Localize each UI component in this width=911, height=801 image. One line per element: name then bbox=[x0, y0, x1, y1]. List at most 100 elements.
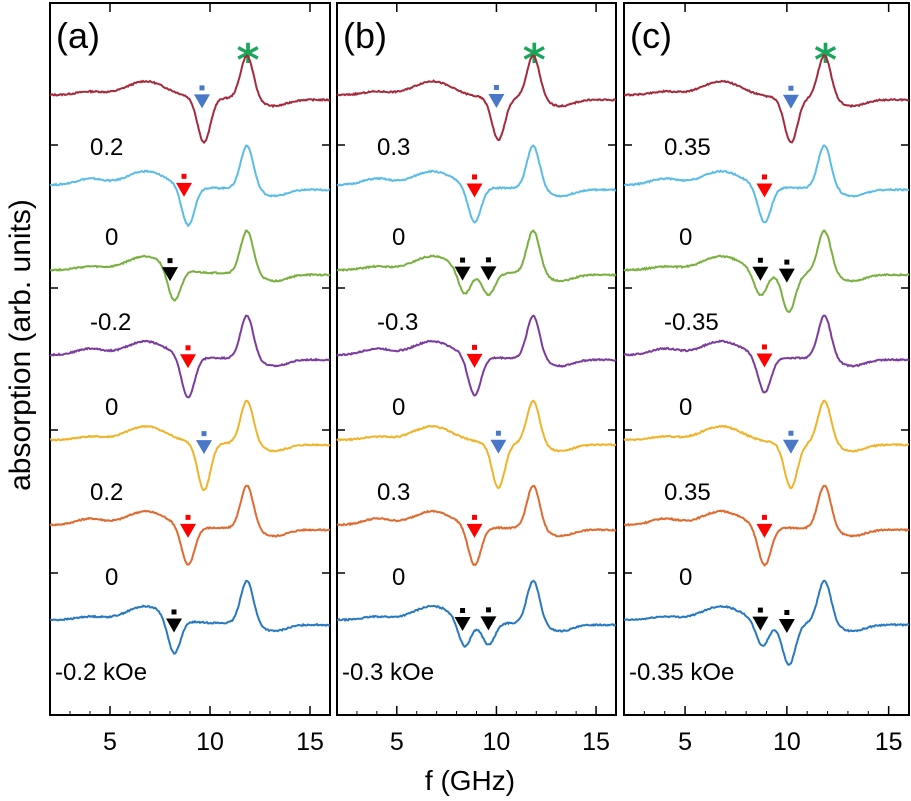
field-label: 0.35 bbox=[664, 479, 711, 506]
blue-triangle-marker bbox=[490, 439, 507, 454]
black-triangle-marker bbox=[778, 268, 795, 283]
red-triangle-marker bbox=[756, 353, 773, 368]
x-tick-label: 15 bbox=[875, 728, 903, 756]
spectrum-line bbox=[49, 580, 331, 655]
field-label: 0.2 bbox=[90, 134, 123, 161]
black-marker-dot bbox=[485, 257, 491, 263]
red-marker-dot bbox=[472, 174, 478, 180]
spectrum-line bbox=[336, 399, 617, 490]
spectrum-line bbox=[623, 399, 909, 490]
blue-marker-dot bbox=[199, 85, 205, 91]
panel-label: (b) bbox=[343, 15, 387, 56]
red-triangle-marker bbox=[180, 354, 196, 369]
field-label: 0 bbox=[392, 224, 405, 251]
panel-label: (a) bbox=[56, 15, 100, 56]
black-triangle-marker bbox=[778, 618, 795, 633]
spectrum-line bbox=[336, 54, 617, 142]
spectrum-line bbox=[49, 399, 331, 492]
red-marker-dot bbox=[185, 345, 191, 351]
black-triangle-marker bbox=[166, 618, 182, 633]
black-triangle-marker bbox=[162, 267, 178, 282]
spectrum-line bbox=[336, 229, 617, 297]
spectrum-line bbox=[336, 579, 617, 648]
spectrum-line bbox=[623, 314, 910, 394]
spectrum-line bbox=[49, 314, 330, 399]
black-triangle-marker bbox=[454, 616, 471, 631]
x-tick-label: 10 bbox=[483, 728, 511, 756]
red-marker-dot bbox=[761, 344, 767, 350]
blue-marker-dot bbox=[788, 85, 794, 91]
field-label: -0.35 bbox=[664, 309, 719, 336]
field-label: 0.2 bbox=[90, 479, 123, 506]
field-label: 0 bbox=[105, 394, 118, 421]
field-label: 0 bbox=[105, 564, 118, 591]
field-label: 0 bbox=[679, 394, 692, 421]
spectrum-line bbox=[336, 144, 617, 224]
blue-triangle-marker bbox=[488, 93, 505, 108]
panel-a: 5 10 15(a) *0.20-0.200.20-0.2 kOe bbox=[49, 2, 331, 756]
field-label: 0 bbox=[392, 564, 405, 591]
field-label: 0 bbox=[679, 224, 692, 251]
x-tick-label: 10 bbox=[196, 728, 224, 756]
red-triangle-marker bbox=[756, 183, 773, 198]
blue-marker-dot bbox=[201, 431, 207, 437]
red-triangle-marker bbox=[176, 182, 192, 197]
red-triangle-marker bbox=[180, 523, 196, 538]
red-marker-dot bbox=[472, 514, 478, 520]
red-triangle-marker bbox=[756, 523, 773, 538]
field-label: 0 bbox=[392, 394, 405, 421]
blue-triangle-marker bbox=[782, 439, 799, 454]
field-label: -0.2 bbox=[90, 309, 131, 336]
spectrum-line bbox=[49, 54, 331, 145]
red-marker-dot bbox=[761, 514, 767, 520]
black-triangle-marker bbox=[454, 266, 471, 281]
black-marker-dot bbox=[167, 258, 173, 264]
spectrum-line bbox=[50, 229, 331, 302]
black-triangle-marker bbox=[752, 616, 769, 631]
field-label: 0.35 bbox=[664, 134, 711, 161]
black-triangle-marker bbox=[480, 616, 497, 631]
y-axis-label: absorption (arb. units) bbox=[4, 199, 37, 491]
red-triangle-marker bbox=[466, 353, 483, 368]
field-label: -0.35 kOe bbox=[629, 659, 734, 686]
black-marker-dot bbox=[784, 609, 790, 615]
field-label: 0.3 bbox=[377, 134, 410, 161]
black-marker-dot bbox=[784, 259, 790, 265]
x-tick-label: 15 bbox=[296, 728, 324, 756]
spectrum-line bbox=[623, 579, 910, 667]
black-marker-dot bbox=[171, 609, 177, 615]
red-marker-dot bbox=[181, 173, 187, 179]
black-triangle-marker bbox=[480, 266, 497, 281]
black-marker-dot bbox=[757, 607, 763, 613]
x-tick-label: 10 bbox=[773, 728, 801, 756]
x-axis-label: f (GHz) bbox=[425, 765, 515, 796]
blue-marker-dot bbox=[493, 84, 499, 90]
x-tick-label: 15 bbox=[582, 728, 610, 756]
field-label: -0.3 bbox=[377, 309, 418, 336]
x-tick-label: 5 bbox=[678, 728, 692, 756]
black-marker-dot bbox=[460, 257, 466, 263]
black-marker-dot bbox=[460, 607, 466, 613]
field-label: 0.3 bbox=[377, 479, 410, 506]
red-marker-dot bbox=[472, 344, 478, 350]
black-triangle-marker bbox=[752, 266, 769, 281]
red-triangle-marker bbox=[466, 523, 483, 538]
blue-triangle-marker bbox=[196, 440, 212, 455]
red-triangle-marker bbox=[466, 183, 483, 198]
spectrum-line bbox=[623, 484, 910, 568]
panel-b: 5 10 15(b) *0.30-0.300.30-0.3 kOe bbox=[336, 2, 617, 756]
spectrum-line bbox=[623, 229, 910, 314]
blue-marker-dot bbox=[788, 430, 794, 436]
spectrum-line bbox=[336, 484, 617, 567]
spectrum-line bbox=[623, 54, 910, 144]
black-marker-dot bbox=[757, 257, 763, 263]
blue-triangle-marker bbox=[782, 94, 799, 109]
field-label: -0.3 kOe bbox=[342, 659, 434, 686]
field-label: 0 bbox=[679, 564, 692, 591]
x-tick-label: 5 bbox=[390, 728, 404, 756]
red-marker-dot bbox=[185, 514, 191, 520]
spectrum-line bbox=[623, 144, 910, 224]
